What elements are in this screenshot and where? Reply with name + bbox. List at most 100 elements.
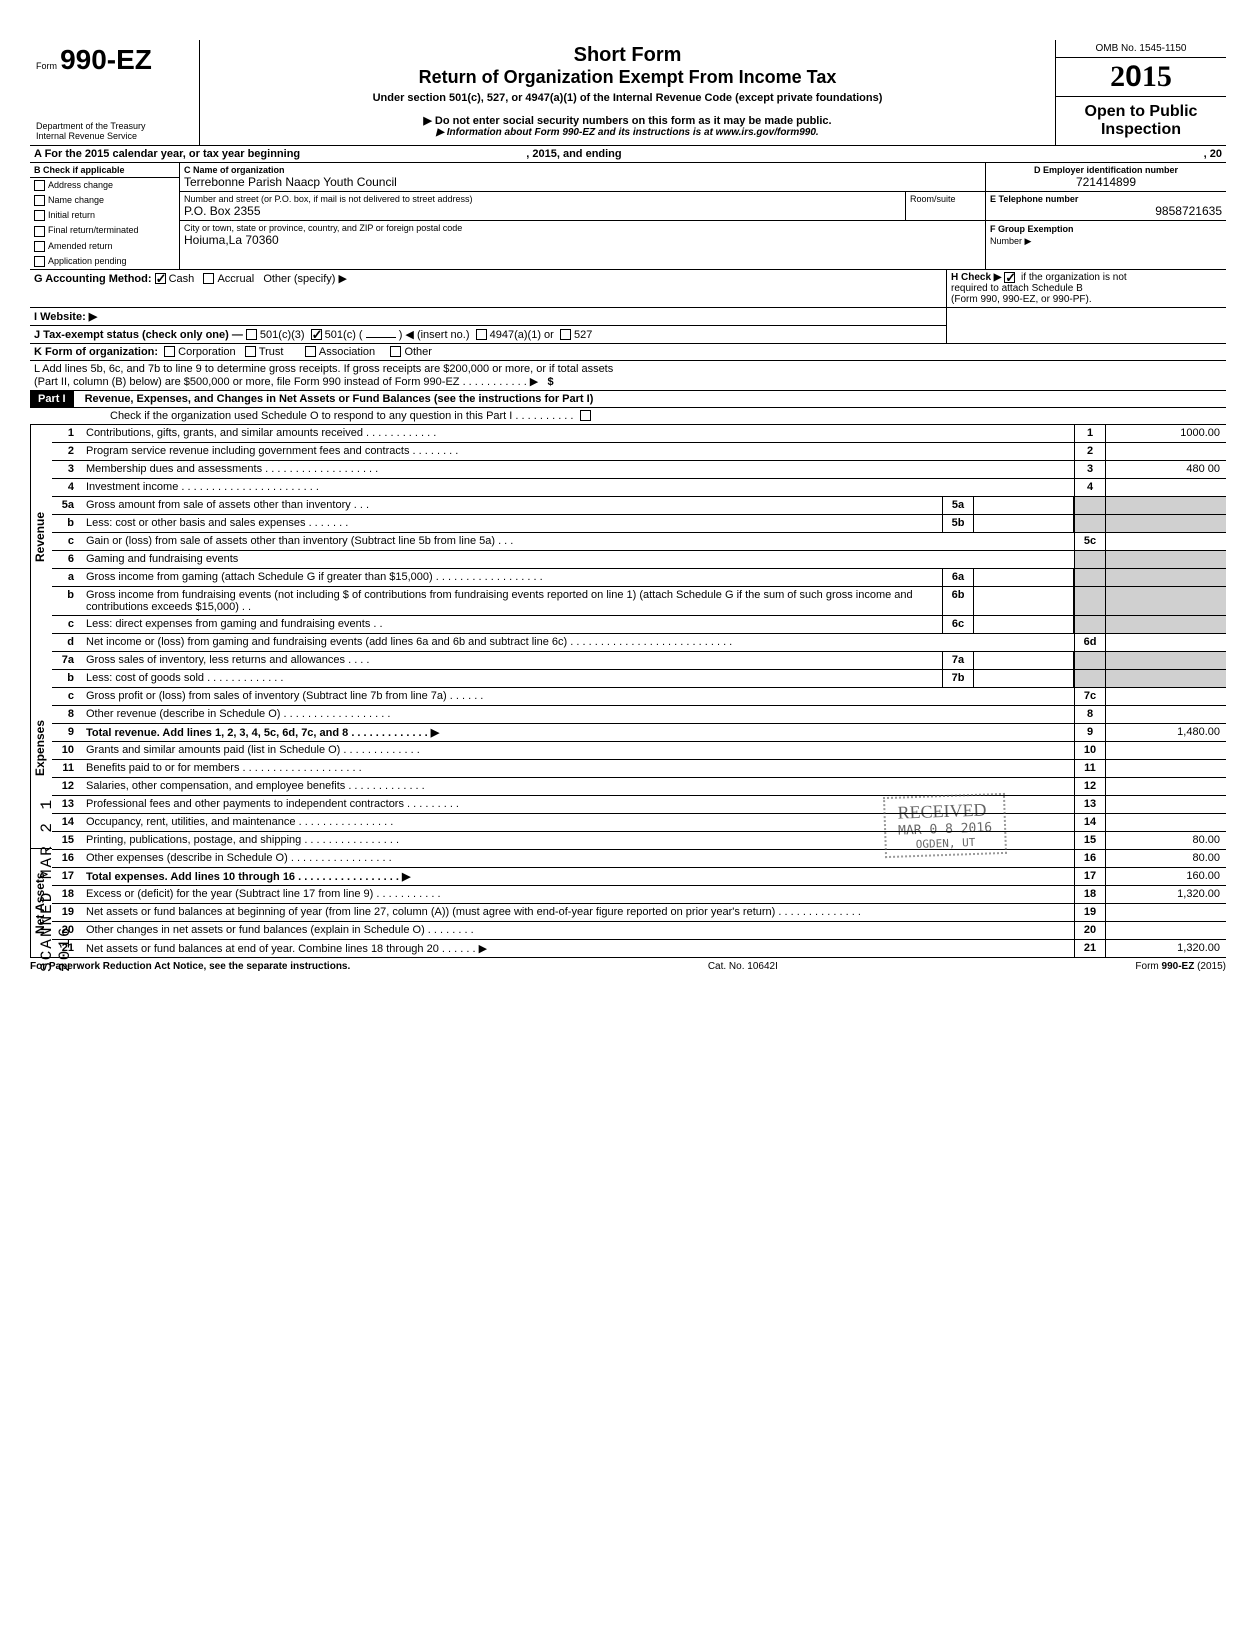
section-f-label: F Group Exemption bbox=[990, 224, 1074, 234]
line-desc: Gaming and fundraising events bbox=[82, 551, 1074, 568]
accrual-checkbox[interactable] bbox=[203, 273, 214, 284]
corp-checkbox[interactable] bbox=[164, 346, 175, 357]
b-checkbox[interactable] bbox=[34, 256, 45, 267]
trust-checkbox[interactable] bbox=[245, 346, 256, 357]
line-desc: Membership dues and assessments . . . . … bbox=[82, 461, 1074, 478]
line-number: b bbox=[52, 670, 82, 687]
line-row: 17Total expenses. Add lines 10 through 1… bbox=[52, 868, 1226, 886]
line-number: b bbox=[52, 515, 82, 532]
phone: 9858721635 bbox=[990, 204, 1222, 218]
box-value: 1,320.00 bbox=[1106, 886, 1226, 903]
b-checkbox[interactable] bbox=[34, 180, 45, 191]
527-label: 527 bbox=[574, 329, 592, 341]
tax-year: 20201515 bbox=[1056, 58, 1226, 97]
4947-label: 4947(a)(1) or bbox=[490, 329, 554, 341]
box-number: 7c bbox=[1074, 688, 1106, 705]
line-desc: Net income or (loss) from gaming and fun… bbox=[82, 634, 1074, 651]
line-row: 7aGross sales of inventory, less returns… bbox=[52, 652, 1226, 670]
cash-checkbox[interactable] bbox=[155, 273, 166, 284]
section-h: H Check ▶ if the organization is not req… bbox=[946, 270, 1226, 307]
org-name: Terrebonne Parish Naacp Youth Council bbox=[184, 175, 981, 189]
line-desc: Total revenue. Add lines 1, 2, 3, 4, 5c,… bbox=[82, 724, 1074, 741]
b-checkbox[interactable] bbox=[34, 241, 45, 252]
line-row: 4Investment income . . . . . . . . . . .… bbox=[52, 479, 1226, 497]
shaded-box bbox=[1074, 587, 1106, 615]
shaded-box bbox=[1074, 497, 1106, 514]
shaded-val bbox=[1106, 587, 1226, 615]
box-number: 5c bbox=[1074, 533, 1106, 550]
h-checkbox[interactable] bbox=[1004, 272, 1015, 283]
subtitle: Under section 501(c), 527, or 4947(a)(1)… bbox=[208, 92, 1047, 104]
line-number: 9 bbox=[52, 724, 82, 741]
note-ssn: Do not enter social security numbers on … bbox=[208, 114, 1047, 127]
line-desc: Gross sales of inventory, less returns a… bbox=[82, 652, 942, 669]
open-public: Open to Public Inspection bbox=[1056, 97, 1226, 145]
l-line1: L Add lines 5b, 6c, and 7b to line 9 to … bbox=[34, 363, 1222, 375]
box-value: 80.00 bbox=[1106, 850, 1226, 867]
l-line2: (Part II, column (B) below) are $500,000… bbox=[34, 376, 538, 388]
section-def: D Employer identification number 7214148… bbox=[986, 163, 1226, 269]
section-b-item: Address change bbox=[30, 178, 179, 193]
h-label: H Check ▶ bbox=[951, 272, 1001, 283]
revenue-sidelabel: Revenue bbox=[30, 425, 52, 648]
inner-box-val bbox=[974, 497, 1074, 514]
netassets-sidelabel: Net Assets bbox=[30, 849, 52, 958]
line-number: 5a bbox=[52, 497, 82, 514]
box-value bbox=[1106, 922, 1226, 939]
part1-header: Part I Revenue, Expenses, and Changes in… bbox=[30, 391, 1226, 408]
527-checkbox[interactable] bbox=[560, 329, 571, 340]
schedo-checkbox[interactable] bbox=[580, 410, 591, 421]
shaded-val bbox=[1106, 616, 1226, 633]
line-number: 15 bbox=[52, 832, 82, 849]
501c3-checkbox[interactable] bbox=[246, 329, 257, 340]
shaded-box bbox=[1074, 670, 1106, 687]
line-row: bLess: cost of goods sold . . . . . . . … bbox=[52, 670, 1226, 688]
line-row: 8Other revenue (describe in Schedule O) … bbox=[52, 706, 1226, 724]
section-j-label: J Tax-exempt status (check only one) — bbox=[34, 329, 243, 341]
footer-mid: Cat. No. 10642I bbox=[708, 961, 778, 972]
box-number: 6d bbox=[1074, 634, 1106, 651]
box-number: 18 bbox=[1074, 886, 1106, 903]
accrual-label: Accrual bbox=[217, 273, 254, 285]
line-row: 3Membership dues and assessments . . . .… bbox=[52, 461, 1226, 479]
inner-box-val bbox=[974, 587, 1074, 615]
box-number: 3 bbox=[1074, 461, 1106, 478]
assoc-checkbox[interactable] bbox=[305, 346, 316, 357]
section-e-label: E Telephone number bbox=[990, 194, 1222, 204]
line-number: d bbox=[52, 634, 82, 651]
section-c: C Name of organization Terrebonne Parish… bbox=[180, 163, 986, 269]
b-checkbox[interactable] bbox=[34, 226, 45, 237]
box-number: 2 bbox=[1074, 443, 1106, 460]
org-city: Hoiuma,La 70360 bbox=[184, 233, 981, 247]
shaded-val bbox=[1106, 551, 1226, 568]
box-number: 10 bbox=[1074, 742, 1106, 759]
line-desc: Contributions, gifts, grants, and simila… bbox=[82, 425, 1074, 442]
inner-box-num: 5b bbox=[942, 515, 974, 532]
501c-checkbox[interactable] bbox=[311, 329, 322, 340]
inner-box-num: 6c bbox=[942, 616, 974, 633]
box-number: 15 bbox=[1074, 832, 1106, 849]
line-row: 2Program service revenue including gover… bbox=[52, 443, 1226, 461]
line-number: 13 bbox=[52, 796, 82, 813]
line-number: 21 bbox=[52, 940, 82, 957]
box-value: 80.00 bbox=[1106, 832, 1226, 849]
b-checkbox[interactable] bbox=[34, 210, 45, 221]
line-row: cLess: direct expenses from gaming and f… bbox=[52, 616, 1226, 634]
line-row: cGain or (loss) from sale of assets othe… bbox=[52, 533, 1226, 551]
line-row: 16Other expenses (describe in Schedule O… bbox=[52, 850, 1226, 868]
line-number: 12 bbox=[52, 778, 82, 795]
received-date: MAR 0 8 2016 bbox=[898, 820, 992, 838]
other-org-checkbox[interactable] bbox=[390, 346, 401, 357]
other-label: Other (specify) ▶ bbox=[263, 273, 347, 285]
inner-box-num: 7a bbox=[942, 652, 974, 669]
b-checkbox[interactable] bbox=[34, 195, 45, 206]
box-value bbox=[1106, 742, 1226, 759]
shaded-box bbox=[1074, 551, 1106, 568]
trust-label: Trust bbox=[259, 346, 284, 358]
box-value: 1,320.00 bbox=[1106, 940, 1226, 957]
line-row: 15Printing, publications, postage, and s… bbox=[52, 832, 1226, 850]
form-header: Form 990-EZ Department of the Treasury I… bbox=[30, 40, 1226, 146]
4947-checkbox[interactable] bbox=[476, 329, 487, 340]
shaded-box bbox=[1074, 652, 1106, 669]
city-label: City or town, state or province, country… bbox=[184, 223, 981, 233]
